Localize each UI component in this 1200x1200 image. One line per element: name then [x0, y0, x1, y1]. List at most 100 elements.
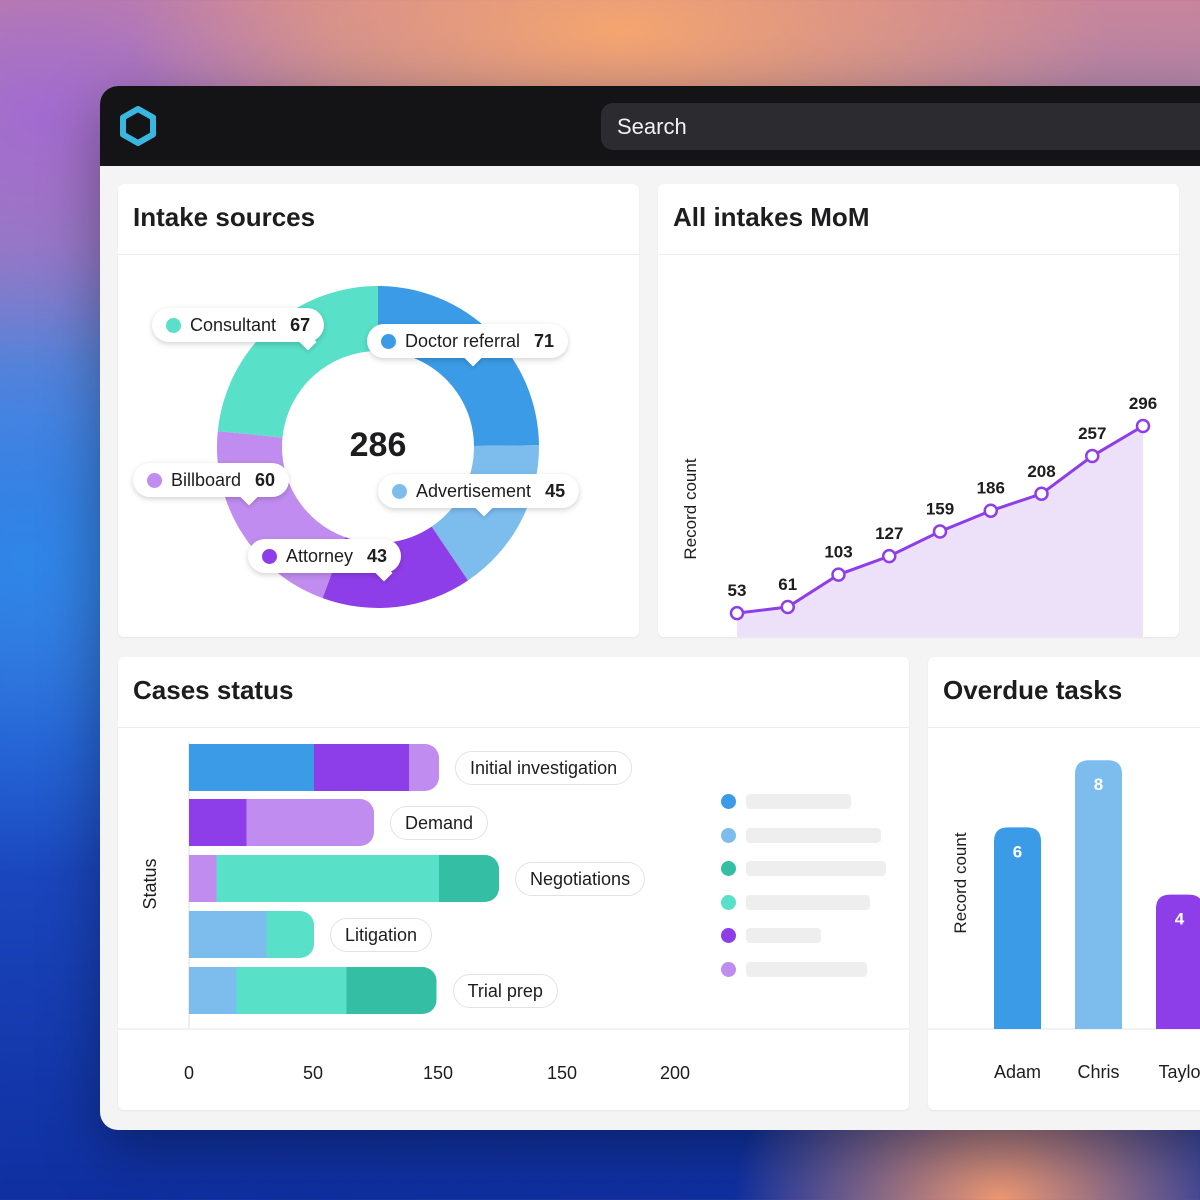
- bar-category-label: Initial investigation: [455, 751, 633, 785]
- overdue-column-chart: 6 Adam 8 Chris 4 Taylo Record count: [928, 760, 1200, 1082]
- intake-sources-card: Intake sources 286 Consultant 67 Doctor …: [118, 184, 639, 637]
- data-point[interactable]: [780, 599, 795, 615]
- search-input[interactable]: Search: [601, 103, 1200, 150]
- intakes-line-chart: 53Jan61Feb103Mar127Apr159May186Jun208Jul…: [681, 394, 1157, 637]
- bar-segment[interactable]: [216, 855, 440, 902]
- pill-value: 43: [367, 545, 388, 566]
- data-point[interactable]: [729, 605, 745, 621]
- data-label: 53: [728, 581, 747, 600]
- data-point[interactable]: [983, 503, 998, 518]
- bar-segment[interactable]: [189, 967, 237, 1014]
- bar-row[interactable]: [189, 744, 439, 791]
- bar-segment[interactable]: [246, 799, 375, 846]
- bar-value-label: 6: [1013, 842, 1022, 861]
- pill-consultant[interactable]: Consultant 67: [152, 308, 325, 342]
- data-point[interactable]: [1135, 418, 1151, 434]
- pill-advertisement[interactable]: Advertisement 45: [378, 474, 580, 508]
- pill-value: 71: [534, 330, 555, 351]
- bar-value-label: 8: [1094, 775, 1103, 794]
- legend-placeholder: [746, 928, 821, 943]
- data-point[interactable]: [1085, 448, 1100, 464]
- pill-billboard[interactable]: Billboard 60: [133, 463, 290, 497]
- data-label: 296: [1129, 394, 1157, 413]
- divider: [658, 254, 1179, 255]
- overdue-tasks-card: Overdue tasks 6 Adam 8 Chris 4 Taylo Record co…: [928, 657, 1200, 1110]
- bar-segment[interactable]: [439, 855, 499, 902]
- data-point[interactable]: [932, 524, 948, 539]
- legend-placeholder: [746, 861, 886, 876]
- overdue-tasks-title: Overdue tasks: [943, 675, 1123, 705]
- legend-placeholder: [746, 794, 851, 809]
- donut-slice-consultant[interactable]: [217, 286, 378, 438]
- bar-segment[interactable]: [346, 967, 437, 1014]
- legend-placeholder: [746, 961, 867, 977]
- donut-slice-doctor-referral[interactable]: [378, 286, 539, 446]
- data-label: 257: [1078, 424, 1106, 443]
- bar-segment[interactable]: [409, 744, 439, 791]
- data-point[interactable]: [882, 548, 897, 564]
- area-fill: [737, 426, 1143, 637]
- data-label: 103: [824, 543, 852, 562]
- app-window: Search Intake sources 286 Consultant 67 …: [100, 86, 1200, 1130]
- cases-status-card: Cases status 0 50 150 150 200 Status Initial …: [118, 657, 909, 1110]
- divider: [928, 727, 1200, 728]
- x-tick-label: 0: [184, 1063, 194, 1083]
- bar-segment[interactable]: [189, 855, 217, 902]
- x-tick-label: 150: [423, 1063, 453, 1083]
- bar-segment[interactable]: [236, 967, 347, 1014]
- bar-category-label: Litigation: [330, 918, 433, 952]
- legend-dot: [721, 894, 736, 910]
- bar-chris[interactable]: [1075, 760, 1122, 1029]
- y-axis-label: Record count: [681, 458, 700, 559]
- bar-segment[interactable]: [189, 799, 247, 846]
- bar-row[interactable]: [189, 967, 437, 1014]
- bar-value-label: 4: [1175, 910, 1185, 929]
- bar-row[interactable]: [189, 855, 499, 902]
- bar-segment[interactable]: [266, 911, 315, 958]
- data-label: 186: [977, 479, 1005, 498]
- bar-row[interactable]: [189, 799, 374, 846]
- intake-total: 286: [349, 426, 407, 464]
- x-tick-label: Taylo: [1158, 1062, 1200, 1082]
- bar-taylo[interactable]: [1156, 894, 1200, 1029]
- cases-bar-chart: 0 50 150 150 200 Status: [118, 741, 909, 1083]
- hexagon-logo-icon[interactable]: [118, 106, 158, 146]
- pill-label: Consultant: [190, 314, 277, 335]
- bar-row[interactable]: [189, 911, 314, 958]
- all-intakes-card: All intakes MoM 53Jan61Feb103Mar127Apr15…: [658, 184, 1179, 637]
- pill-attorney[interactable]: Attorney 43: [248, 539, 402, 573]
- data-label: 208: [1027, 462, 1055, 481]
- legend-placeholder: [746, 827, 881, 843]
- data-point[interactable]: [1034, 486, 1049, 502]
- data-point[interactable]: [831, 567, 846, 582]
- x-tick-label: Adam: [994, 1062, 1041, 1082]
- x-tick-label: 150: [547, 1063, 577, 1083]
- legend-dot: [721, 961, 736, 977]
- data-label: 61: [778, 575, 797, 594]
- legend-dot: [721, 861, 736, 876]
- x-tick-label: Chris: [1077, 1062, 1119, 1082]
- pill-label: Doctor referral: [405, 330, 521, 351]
- top-bar: Search: [100, 86, 1200, 166]
- pill-doctor-referral[interactable]: Doctor referral 71: [367, 324, 569, 358]
- y-axis-label: Status: [140, 858, 160, 909]
- bar-category-label: Negotiations: [515, 862, 646, 896]
- bar-segment[interactable]: [314, 744, 409, 791]
- pill-value: 60: [255, 469, 276, 490]
- cases-status-title: Cases status: [133, 675, 294, 705]
- all-intakes-title: All intakes MoM: [673, 202, 870, 232]
- bar-category-label: Demand: [390, 806, 489, 840]
- pill-label: Attorney: [286, 545, 354, 566]
- pill-label: Billboard: [171, 469, 242, 490]
- pill-value: 45: [545, 480, 566, 501]
- bar-adam[interactable]: [994, 827, 1041, 1029]
- legend-dot: [721, 928, 736, 943]
- pill-label: Advertisement: [416, 480, 532, 501]
- dot-icon: [392, 483, 407, 499]
- dot-icon: [262, 548, 277, 564]
- bar-segment[interactable]: [189, 911, 267, 958]
- legend-placeholder: [746, 894, 870, 910]
- x-tick-label: 50: [303, 1063, 323, 1083]
- data-label: 127: [875, 524, 903, 543]
- bar-segment[interactable]: [189, 744, 314, 791]
